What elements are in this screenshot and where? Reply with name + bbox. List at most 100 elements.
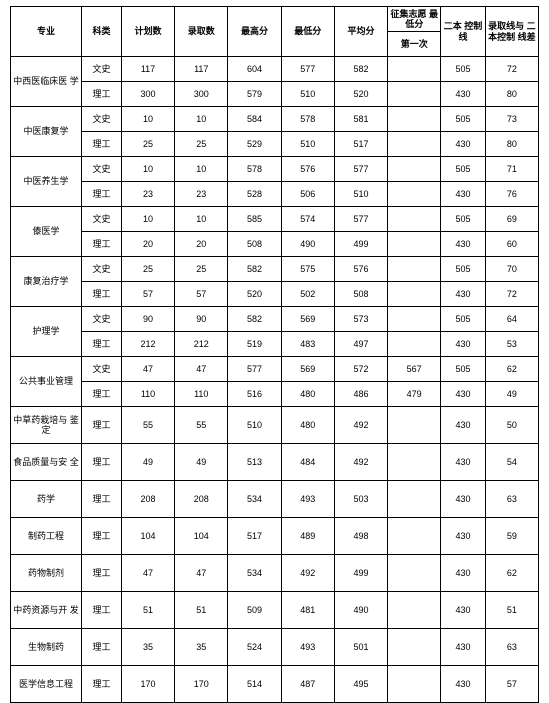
- cell-min: 490: [281, 232, 334, 257]
- header-major: 专业: [11, 7, 82, 57]
- cell-zj: [388, 57, 441, 82]
- cell-category: 文史: [81, 207, 121, 232]
- cell-min: 577: [281, 57, 334, 82]
- cell-max: 508: [228, 232, 281, 257]
- cell-category: 理工: [81, 232, 121, 257]
- cell-ctrl: 505: [441, 107, 485, 132]
- cell-max: 579: [228, 82, 281, 107]
- cell-zj: [388, 132, 441, 157]
- cell-plan: 104: [121, 518, 174, 555]
- table-row: 理工575752050250843072: [11, 282, 539, 307]
- cell-admit: 57: [175, 282, 228, 307]
- cell-plan: 57: [121, 282, 174, 307]
- cell-plan: 90: [121, 307, 174, 332]
- cell-plan: 47: [121, 555, 174, 592]
- table-row: 傣医学文史101058557457750569: [11, 207, 539, 232]
- cell-zj: [388, 407, 441, 444]
- cell-max: 520: [228, 282, 281, 307]
- cell-max: 516: [228, 382, 281, 407]
- cell-avg: 490: [334, 592, 387, 629]
- cell-admit: 49: [175, 444, 228, 481]
- cell-avg: 520: [334, 82, 387, 107]
- table-row: 理工30030057951052043080: [11, 82, 539, 107]
- cell-plan: 20: [121, 232, 174, 257]
- cell-ctrl: 505: [441, 157, 485, 182]
- cell-min: 484: [281, 444, 334, 481]
- cell-category: 理工: [81, 444, 121, 481]
- table-row: 药物制剂理工474753449249943062: [11, 555, 539, 592]
- cell-diff: 49: [485, 382, 538, 407]
- cell-plan: 49: [121, 444, 174, 481]
- cell-plan: 23: [121, 182, 174, 207]
- cell-max: 517: [228, 518, 281, 555]
- cell-avg: 492: [334, 444, 387, 481]
- cell-category: 理工: [81, 132, 121, 157]
- cell-max: 585: [228, 207, 281, 232]
- cell-avg: 577: [334, 207, 387, 232]
- cell-ctrl: 430: [441, 232, 485, 257]
- table-row: 理工11011051648048647943049: [11, 382, 539, 407]
- table-row: 康复治疗学文史252558257557650570: [11, 257, 539, 282]
- cell-min: 576: [281, 157, 334, 182]
- cell-avg: 508: [334, 282, 387, 307]
- cell-plan: 25: [121, 132, 174, 157]
- cell-major: 中西医临床医 学: [11, 57, 82, 107]
- cell-diff: 63: [485, 481, 538, 518]
- cell-zj: [388, 232, 441, 257]
- cell-zj: [388, 182, 441, 207]
- cell-zj: [388, 629, 441, 666]
- cell-category: 理工: [81, 182, 121, 207]
- cell-major: 制药工程: [11, 518, 82, 555]
- table-row: 制药工程理工10410451748949843059: [11, 518, 539, 555]
- cell-min: 575: [281, 257, 334, 282]
- cell-zj: [388, 157, 441, 182]
- cell-ctrl: 430: [441, 666, 485, 703]
- cell-diff: 57: [485, 666, 538, 703]
- cell-major: 中医养生学: [11, 157, 82, 207]
- cell-max: 578: [228, 157, 281, 182]
- cell-diff: 70: [485, 257, 538, 282]
- cell-admit: 55: [175, 407, 228, 444]
- cell-diff: 72: [485, 282, 538, 307]
- cell-ctrl: 430: [441, 332, 485, 357]
- cell-ctrl: 430: [441, 518, 485, 555]
- cell-min: 510: [281, 132, 334, 157]
- header-zj-group: 征集志愿 最低分: [388, 7, 441, 32]
- table-body: 中西医临床医 学文史11711760457758250572理工30030057…: [11, 57, 539, 703]
- cell-min: 481: [281, 592, 334, 629]
- cell-zj: [388, 257, 441, 282]
- cell-diff: 64: [485, 307, 538, 332]
- header-min: 最低分: [281, 7, 334, 57]
- cell-major: 食品质量与安 全: [11, 444, 82, 481]
- cell-plan: 47: [121, 357, 174, 382]
- cell-category: 理工: [81, 332, 121, 357]
- cell-zj: [388, 282, 441, 307]
- cell-category: 文史: [81, 157, 121, 182]
- cell-diff: 53: [485, 332, 538, 357]
- cell-max: 582: [228, 307, 281, 332]
- cell-plan: 10: [121, 207, 174, 232]
- cell-category: 理工: [81, 407, 121, 444]
- cell-diff: 50: [485, 407, 538, 444]
- cell-plan: 110: [121, 382, 174, 407]
- cell-major: 医学信息工程: [11, 666, 82, 703]
- cell-admit: 23: [175, 182, 228, 207]
- header-plan: 计划数: [121, 7, 174, 57]
- cell-zj: [388, 518, 441, 555]
- cell-admit: 90: [175, 307, 228, 332]
- cell-avg: 572: [334, 357, 387, 382]
- cell-avg: 577: [334, 157, 387, 182]
- cell-plan: 170: [121, 666, 174, 703]
- cell-min: 480: [281, 382, 334, 407]
- cell-admit: 47: [175, 555, 228, 592]
- cell-admit: 208: [175, 481, 228, 518]
- cell-diff: 59: [485, 518, 538, 555]
- admissions-table: 专业 科类 计划数 录取数 最高分 最低分 平均分 征集志愿 最低分 二本 控制…: [10, 6, 539, 703]
- header-max: 最高分: [228, 7, 281, 57]
- cell-diff: 60: [485, 232, 538, 257]
- cell-avg: 503: [334, 481, 387, 518]
- cell-zj: 567: [388, 357, 441, 382]
- cell-admit: 25: [175, 132, 228, 157]
- cell-min: 510: [281, 82, 334, 107]
- cell-zj: [388, 555, 441, 592]
